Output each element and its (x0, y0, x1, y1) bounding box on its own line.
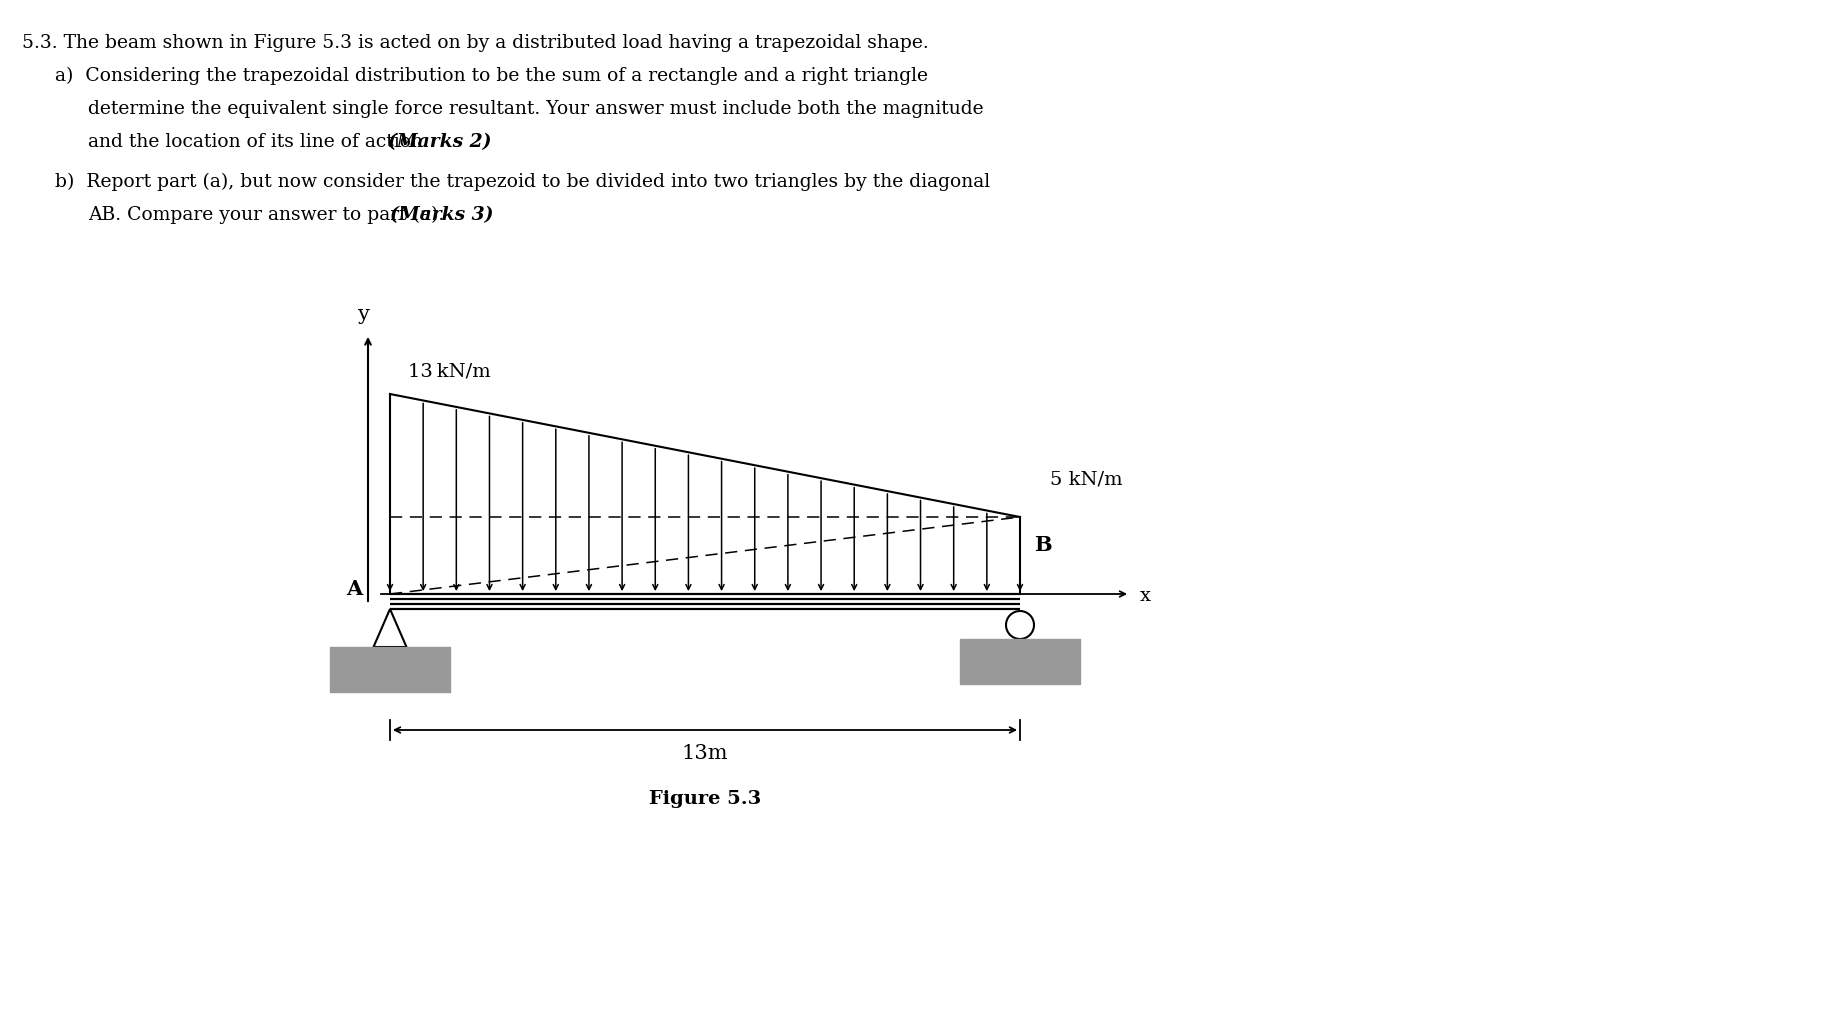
Text: B: B (1035, 535, 1051, 555)
Text: a)  Considering the trapezoidal distribution to be the sum of a rectangle and a : a) Considering the trapezoidal distribut… (55, 67, 927, 85)
Bar (960, 639, 1080, 684)
Text: b)  Report part (a), but now consider the trapezoid to be divided into two trian: b) Report part (a), but now consider the… (55, 173, 989, 191)
Text: A: A (346, 579, 363, 599)
Text: x: x (1141, 587, 1152, 605)
Text: determine the equivalent single force resultant. Your answer must include both t: determine the equivalent single force re… (87, 100, 984, 118)
Text: 13 kN/m: 13 kN/m (408, 362, 490, 380)
Bar (330, 647, 450, 692)
Text: 5 kN/m: 5 kN/m (1049, 471, 1122, 489)
Text: and the location of its line of action.: and the location of its line of action. (87, 133, 441, 151)
Text: (Marks 2): (Marks 2) (388, 133, 492, 151)
Text: Figure 5.3: Figure 5.3 (649, 790, 762, 808)
Text: y: y (357, 305, 370, 324)
Text: AB. Compare your answer to part (a).: AB. Compare your answer to part (a). (87, 206, 456, 224)
Text: 5.3. The beam shown in Figure 5.3 is acted on by a distributed load having a tra: 5.3. The beam shown in Figure 5.3 is act… (22, 34, 929, 52)
Text: 13m: 13m (681, 744, 729, 763)
Text: (Marks 3): (Marks 3) (390, 206, 494, 224)
